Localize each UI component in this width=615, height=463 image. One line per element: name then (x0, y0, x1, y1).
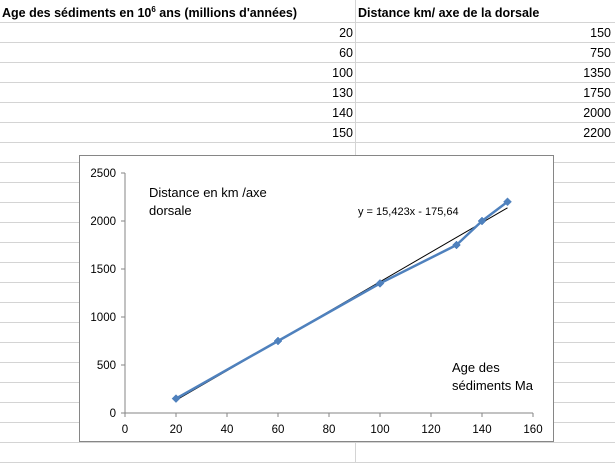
row-divider (0, 442, 615, 443)
data-point-marker (273, 336, 283, 346)
x-tick-label: 100 (370, 424, 389, 436)
x-tick-label: 160 (523, 424, 542, 436)
header-age[interactable]: Age des sédiments en 106 ans (millions d… (2, 3, 352, 23)
cell-age[interactable]: 20 (339, 26, 353, 40)
row-divider (0, 62, 615, 63)
series-layer (174, 200, 509, 400)
x-tick-label: 0 (122, 424, 128, 436)
x-tick-label: 60 (272, 424, 285, 436)
y-tick-label: 1000 (90, 312, 116, 324)
header-age-suffix: ans (millions d'années) (155, 6, 298, 20)
cell-age[interactable]: 60 (339, 46, 353, 60)
series-line (174, 200, 509, 400)
chart-object[interactable]: 0 20 40 60 80 100 120 140 160 0 500 1000 1500 2000 25… (79, 155, 554, 442)
header-age-text: Age des sédiments en 10 (2, 6, 152, 20)
cell-distance[interactable]: 150 (590, 26, 611, 40)
row-divider (0, 122, 615, 123)
cell-age[interactable]: 140 (332, 106, 353, 120)
cell-age[interactable]: 150 (332, 126, 353, 140)
y-tick-label: 2500 (90, 168, 116, 180)
x-tick-label: 120 (421, 424, 440, 436)
data-point-marker (171, 394, 181, 403)
x-tick-label: 40 (221, 424, 234, 436)
cell-age[interactable]: 130 (332, 86, 353, 100)
marker-layer (171, 197, 512, 403)
cell-age[interactable]: 100 (332, 66, 353, 80)
data-point-marker (503, 197, 512, 207)
y-tick-label: 0 (110, 408, 116, 420)
x-tick-label: 140 (472, 424, 491, 436)
x-annotation-line1: Age des (452, 360, 500, 375)
y-tick-label: 1500 (90, 264, 116, 276)
y-tick-label: 2000 (90, 216, 116, 228)
y-annotation-line2: dorsale (149, 203, 192, 218)
trendline-equation: y = 15,423x - 175,64 (358, 206, 459, 218)
header-age-exponent: 6 (151, 4, 156, 14)
data-point-marker (452, 240, 461, 250)
y-tick-label: 500 (97, 360, 116, 372)
cell-distance[interactable]: 2000 (583, 106, 611, 120)
x-tick-label: 80 (323, 424, 336, 436)
y-axis-ticks: 0 500 1000 1500 2000 2500 (90, 168, 125, 420)
data-point-marker (375, 279, 385, 288)
chart-canvas: 0 20 40 60 80 100 120 140 160 0 500 1000 1500 2000 25… (90, 168, 543, 436)
x-tick-label: 20 (170, 424, 183, 436)
header-distance-text: Distance km/ axe de la dorsale (358, 6, 540, 20)
row-divider (0, 82, 615, 83)
data-point-marker (477, 216, 487, 226)
row-divider (0, 102, 615, 103)
cell-distance[interactable]: 2200 (583, 126, 611, 140)
cell-distance[interactable]: 1350 (583, 66, 611, 80)
row-divider (0, 142, 615, 143)
y-annotation-line1: Distance en km /axe (149, 185, 267, 200)
cell-distance[interactable]: 1750 (583, 86, 611, 100)
header-distance[interactable]: Distance km/ axe de la dorsale (358, 3, 613, 23)
x-annotation-line2: sédiments Ma (452, 378, 534, 393)
row-divider (0, 22, 615, 23)
cell-distance[interactable]: 750 (590, 46, 611, 60)
row-divider (0, 42, 615, 43)
x-axis-ticks: 0 20 40 60 80 100 120 140 160 (122, 413, 543, 436)
